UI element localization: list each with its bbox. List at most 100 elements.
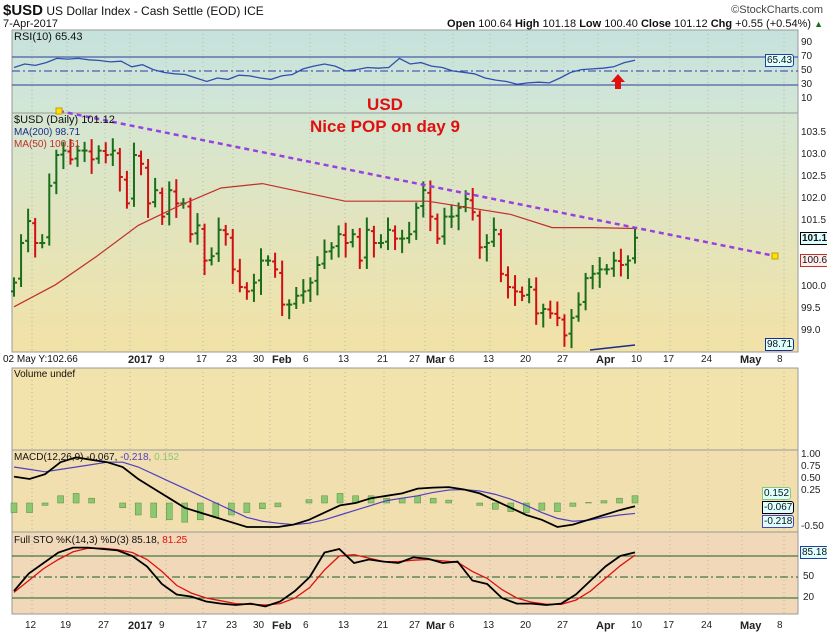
price-bar — [540, 303, 547, 328]
price-panel — [11, 112, 799, 353]
price-bar — [596, 257, 603, 288]
signal-value: -0.218, — [120, 452, 152, 463]
price-y-tick: 102.0 — [801, 193, 827, 204]
x-tick-label-price: Apr — [596, 354, 615, 366]
macd-line — [13, 456, 636, 528]
price-bar — [102, 142, 109, 164]
price-bar — [257, 248, 264, 295]
exchange: ICE — [243, 4, 264, 18]
macd-histogram-bar — [10, 502, 18, 513]
price-bar — [448, 204, 455, 229]
price-bar — [632, 228, 638, 264]
sto-panel — [11, 531, 799, 615]
open-value: 100.64 — [478, 18, 512, 30]
x-tick-label: 13 — [338, 620, 350, 631]
price-bar — [314, 256, 321, 296]
x-tick-label-price: 24 — [701, 354, 713, 365]
price-bar — [222, 224, 229, 246]
macd-histogram-bar — [321, 495, 328, 504]
price-y-tick: 101.5 — [801, 215, 827, 226]
price-bar — [434, 213, 441, 244]
price-bar — [624, 255, 631, 280]
macd-panel — [11, 449, 799, 533]
copyright[interactable]: ©StockCharts.com — [731, 4, 823, 16]
price-bar — [74, 145, 81, 167]
x-tick-label-price: 13 — [338, 354, 350, 365]
price-bar — [109, 138, 116, 166]
macd-histogram-bar — [212, 502, 220, 518]
price-y-tick: 103.0 — [801, 149, 827, 160]
trendline-handle — [55, 107, 63, 115]
volume-panel — [11, 367, 799, 451]
x-tick-label: 17 — [663, 620, 675, 631]
price-bar — [455, 202, 462, 231]
price-y-tick: 99.5 — [801, 303, 821, 314]
up-arrow-icon: ▲ — [814, 19, 823, 29]
x-tick-label-price: 2017 — [128, 354, 153, 366]
price-bar — [441, 207, 448, 245]
rsi-y-tick: 10 — [801, 93, 813, 104]
price-bar — [243, 282, 250, 300]
price-bar — [236, 258, 243, 293]
price-bar — [413, 202, 420, 240]
macd-histogram-bar — [134, 502, 142, 516]
chg-label: Chg — [710, 18, 733, 30]
price-bar — [286, 299, 293, 320]
open-label: Open — [447, 18, 476, 30]
macd-histogram-bar — [41, 502, 49, 506]
red-arrow-icon — [611, 74, 625, 89]
x-tick-label: Mar — [426, 620, 446, 632]
price-bar — [159, 187, 166, 225]
macd-histogram-bar — [57, 495, 64, 504]
price-bar — [67, 139, 74, 165]
price-tag: 100.61 — [800, 254, 827, 268]
price-bar — [25, 208, 32, 253]
x-tick-label: 12 — [25, 620, 37, 631]
macd-histogram-bar — [119, 502, 126, 509]
x-tick-label: 17 — [196, 620, 208, 631]
price-bar — [420, 181, 427, 218]
price-bar — [81, 141, 88, 163]
price-bar — [526, 278, 533, 304]
macd-y-tick: 0.25 — [801, 485, 821, 496]
price-bar — [152, 177, 159, 208]
x-tick-label-price: 20 — [520, 354, 532, 365]
x-tick-label-price: 30 — [253, 354, 265, 365]
macd-y-tick: -0.50 — [801, 521, 824, 532]
x-tick-label: 20 — [520, 620, 532, 631]
price-bar — [279, 260, 286, 317]
annotation: USD Nice POP on day 9 — [300, 94, 470, 138]
annotation-line-1: USD — [367, 95, 403, 114]
price-bar — [321, 239, 328, 269]
macd-tag: -0.218 — [762, 515, 795, 528]
macd-histogram-bar — [523, 502, 530, 513]
x-tick-label: 2017 — [128, 620, 153, 632]
price-bar — [173, 179, 180, 218]
macd-y-tick: 0.50 — [801, 473, 821, 484]
price-bar — [194, 213, 201, 245]
macd-histogram-bar — [181, 502, 189, 523]
hist-value: 0.152 — [154, 452, 180, 463]
sto-y-tick: 50 — [803, 571, 815, 582]
price-bar — [215, 217, 222, 262]
chg-value: +0.55 (+0.54%) — [735, 18, 812, 30]
x-tick-label: 21 — [377, 620, 389, 631]
macd-y-tick: 0.75 — [801, 461, 821, 472]
macd-histogram-bar — [476, 502, 483, 506]
x-tick-label-price: Mar — [426, 354, 446, 366]
price-bar — [497, 228, 504, 283]
macd-value: -0.067, — [86, 452, 118, 463]
price-bar — [469, 188, 476, 221]
price-bar — [547, 300, 554, 319]
price-bar — [46, 173, 53, 246]
symbol: $USD — [3, 2, 44, 19]
price-bar — [582, 272, 589, 311]
high-label: High — [514, 18, 540, 30]
price-bar — [342, 222, 349, 258]
x-tick-label-price: Feb — [272, 354, 292, 366]
trendline-readout: 02 May Y:102.66 — [3, 354, 78, 365]
chart-title: $USD US Dollar Index - Cash Settle (EOD)… — [3, 2, 264, 19]
low-label: Low — [579, 18, 602, 30]
price-bar — [561, 314, 568, 347]
